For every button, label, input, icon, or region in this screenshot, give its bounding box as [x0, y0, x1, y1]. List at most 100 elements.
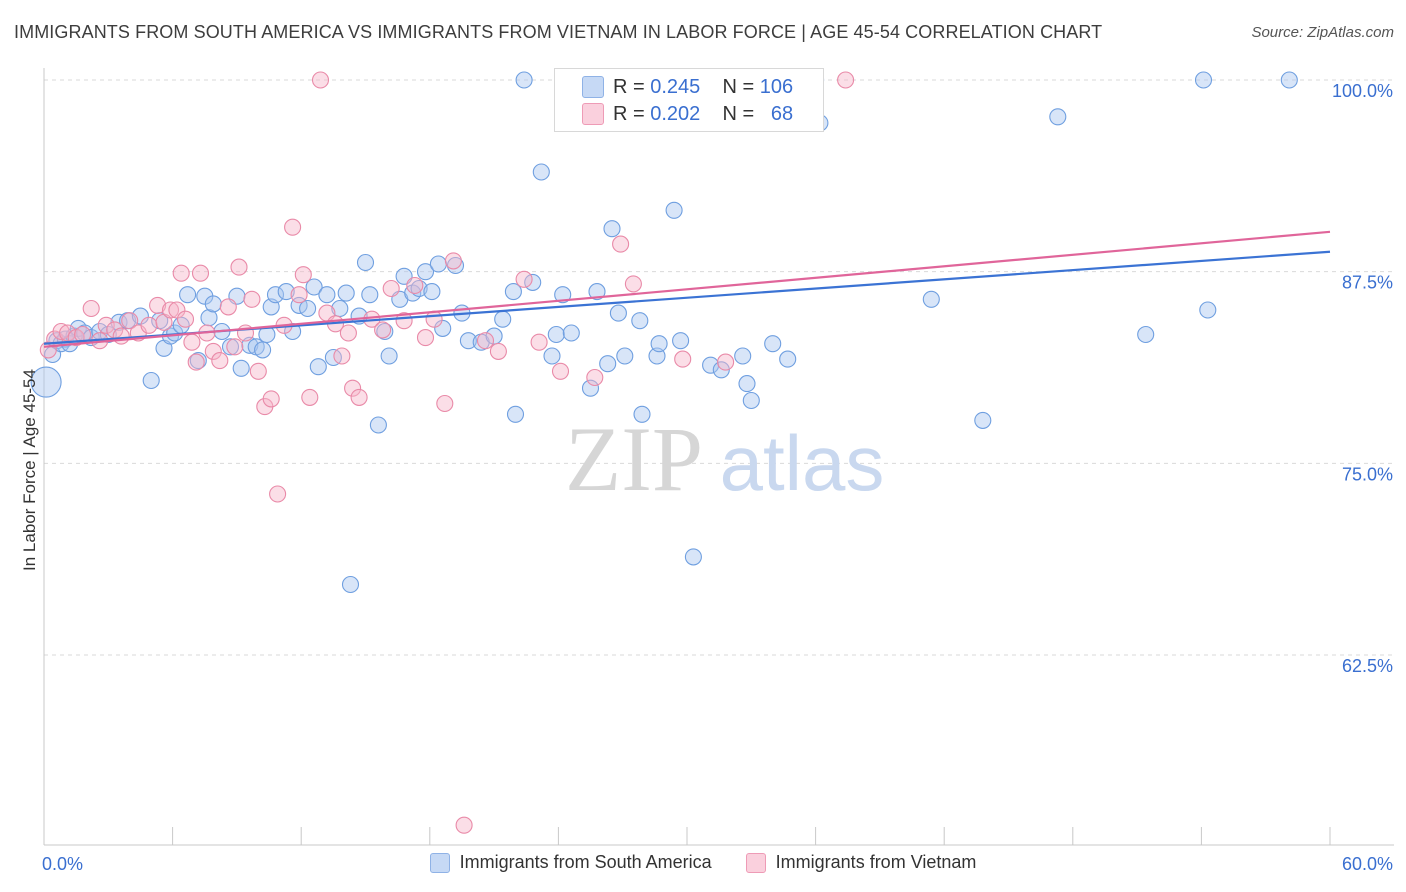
data-point-south-america — [547, 325, 565, 344]
data-point-vietnam — [269, 485, 287, 503]
trend-line-vietnam — [43, 230, 1331, 348]
data-point-vietnam — [717, 353, 735, 371]
data-point-vietnam — [168, 301, 186, 319]
data-point-south-america — [684, 548, 702, 566]
data-point-vietnam — [455, 816, 473, 834]
series-vietnam — [39, 71, 855, 834]
data-point-south-america — [616, 347, 634, 365]
stats-r-blue: 0.245 — [650, 75, 701, 98]
data-point-south-america — [361, 286, 379, 304]
data-point-vietnam — [489, 342, 507, 360]
watermark: ZIP atlas — [565, 408, 884, 510]
data-point-south-america — [416, 263, 435, 281]
data-point-south-america — [494, 310, 512, 328]
data-point-vietnam — [476, 332, 495, 350]
y-axis-title: In Labor Force | Age 45-54 — [20, 369, 39, 571]
data-point-vietnam — [140, 316, 158, 334]
stats-box: R = 0.245 N = 106 R = 0.202 N = 68 — [554, 68, 824, 132]
legend-label-pink: Immigrants from Vietnam — [775, 852, 977, 872]
data-point-south-america — [506, 405, 525, 423]
data-point-vietnam — [52, 322, 70, 341]
data-point-south-america — [434, 319, 452, 337]
data-point-vietnam — [211, 352, 229, 370]
data-point-vietnam — [333, 347, 351, 365]
data-point-south-america — [779, 350, 797, 368]
y-tick-label: 62.5% — [1342, 656, 1393, 676]
data-point-vietnam — [249, 362, 267, 380]
data-point-south-america — [562, 324, 580, 342]
y-tick-label: 75.0% — [1342, 464, 1393, 484]
y-tick-label: 87.5% — [1342, 273, 1393, 293]
x-tick-label: 0.0% — [42, 854, 83, 874]
data-point-vietnam — [551, 362, 570, 380]
data-point-vietnam — [301, 388, 319, 406]
data-point-south-america — [380, 347, 398, 365]
data-point-vietnam — [837, 71, 855, 89]
data-point-south-america — [299, 299, 317, 318]
data-point-vietnam — [436, 394, 454, 413]
data-point-south-america — [324, 348, 342, 367]
stats-r-pink: 0.202 — [650, 102, 701, 125]
data-point-south-america — [429, 255, 447, 273]
legend-swatch-blue — [429, 852, 450, 873]
stats-text-blue: R = 0.245 N = 106 — [613, 76, 793, 99]
data-point-south-america — [609, 304, 627, 322]
data-point-south-america — [974, 411, 992, 429]
data-point-vietnam — [284, 218, 302, 236]
data-point-south-america — [423, 283, 441, 301]
data-point-vietnam — [97, 316, 115, 334]
data-point-south-america — [672, 332, 690, 350]
trend-lines — [43, 230, 1331, 348]
x-tick-label: 60.0% — [1342, 854, 1393, 874]
legend-label-blue: Immigrants from South America — [459, 852, 712, 872]
data-point-vietnam — [624, 275, 642, 293]
legend-item-south-america: Immigrants from South America — [429, 852, 712, 873]
data-point-south-america — [179, 286, 197, 304]
data-point-vietnam — [382, 279, 400, 298]
data-point-south-america — [254, 341, 272, 359]
data-point-south-america — [738, 375, 756, 393]
data-point-south-america — [543, 347, 561, 365]
data-point-south-america — [369, 416, 387, 434]
data-point-south-america — [459, 332, 477, 350]
data-point-south-america — [532, 163, 550, 181]
data-point-vietnam — [82, 299, 100, 318]
data-point-south-america — [221, 338, 240, 356]
legend-swatch-pink — [745, 852, 766, 873]
data-point-south-america — [588, 283, 606, 301]
data-point-south-america — [554, 286, 572, 304]
data-point-vietnam — [121, 312, 139, 330]
data-point-south-america — [742, 391, 760, 410]
stats-n-label: N = — [722, 102, 755, 125]
data-point-south-america — [764, 335, 782, 353]
data-point-vietnam — [204, 342, 222, 360]
watermark-atlas: atlas — [720, 419, 885, 507]
stats-r-label: R = — [613, 75, 645, 98]
data-point-vietnam — [612, 235, 630, 253]
stats-n-label: N = — [722, 75, 755, 98]
data-point-vietnam — [191, 264, 210, 282]
data-point-south-america — [305, 278, 323, 296]
stats-n-blue: 106 — [759, 75, 794, 98]
data-point-south-america — [142, 371, 160, 390]
data-point-south-america — [232, 359, 250, 377]
data-point-south-america — [341, 575, 360, 594]
stats-text-pink: R = 0.202 N = 68 — [613, 103, 793, 126]
data-point-vietnam — [425, 310, 443, 328]
data-point-vietnam — [530, 333, 548, 351]
data-point-south-america — [922, 290, 940, 308]
data-point-vietnam — [183, 333, 201, 351]
data-point-vietnam — [311, 71, 330, 89]
stats-r-label: R = — [613, 102, 645, 125]
data-point-south-america — [266, 286, 285, 304]
data-point-vietnam — [112, 327, 130, 345]
data-point-vietnam — [230, 258, 248, 276]
watermark-zip: ZIP — [565, 408, 703, 510]
data-point-south-america — [734, 347, 752, 365]
source-label: Source: ZipAtlas.com — [1251, 24, 1394, 41]
data-point-vietnam — [344, 379, 362, 397]
data-point-vietnam — [350, 388, 368, 406]
data-point-south-america — [356, 253, 375, 272]
data-point-south-america — [631, 312, 649, 330]
